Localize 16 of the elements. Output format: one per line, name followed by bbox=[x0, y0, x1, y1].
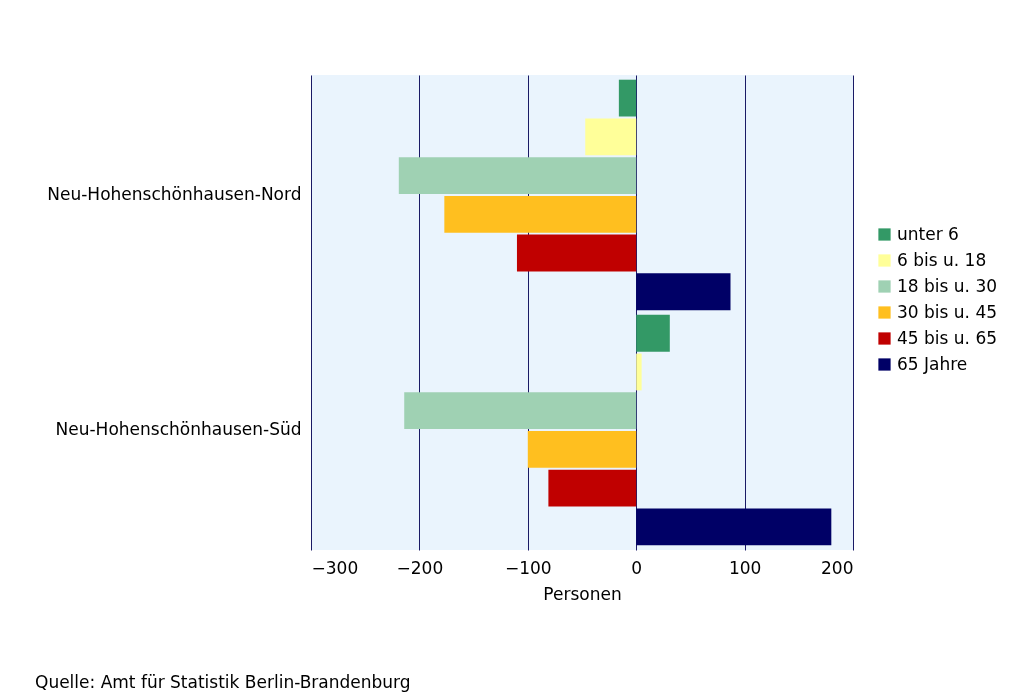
legend-label: 18 bis u. 30 bbox=[897, 275, 998, 296]
legend-label: 6 bis u. 18 bbox=[897, 249, 987, 270]
y-tick-label: Neu-Hohenschönhausen-Nord bbox=[47, 183, 302, 204]
source-note: Quelle: Amt für Statistik Berlin-Brandenburg bbox=[35, 672, 411, 692]
x-tick-label: 200 bbox=[821, 557, 854, 578]
y-tick-label: Neu-Hohenschönhausen-Süd bbox=[55, 419, 302, 440]
x-tick-label: −200 bbox=[396, 557, 444, 578]
x-tick-label: 0 bbox=[631, 557, 643, 578]
legend-label: 30 bis u. 45 bbox=[897, 301, 998, 322]
legend-label: unter 6 bbox=[897, 223, 959, 244]
legend-label: 45 bis u. 65 bbox=[897, 327, 998, 348]
x-axis-title: Personen bbox=[543, 583, 622, 604]
legend-label: 65 Jahre bbox=[897, 353, 968, 374]
x-tick-label: 100 bbox=[728, 557, 762, 578]
x-tick-label: −300 bbox=[311, 557, 359, 578]
x-tick-label: −100 bbox=[504, 557, 552, 578]
